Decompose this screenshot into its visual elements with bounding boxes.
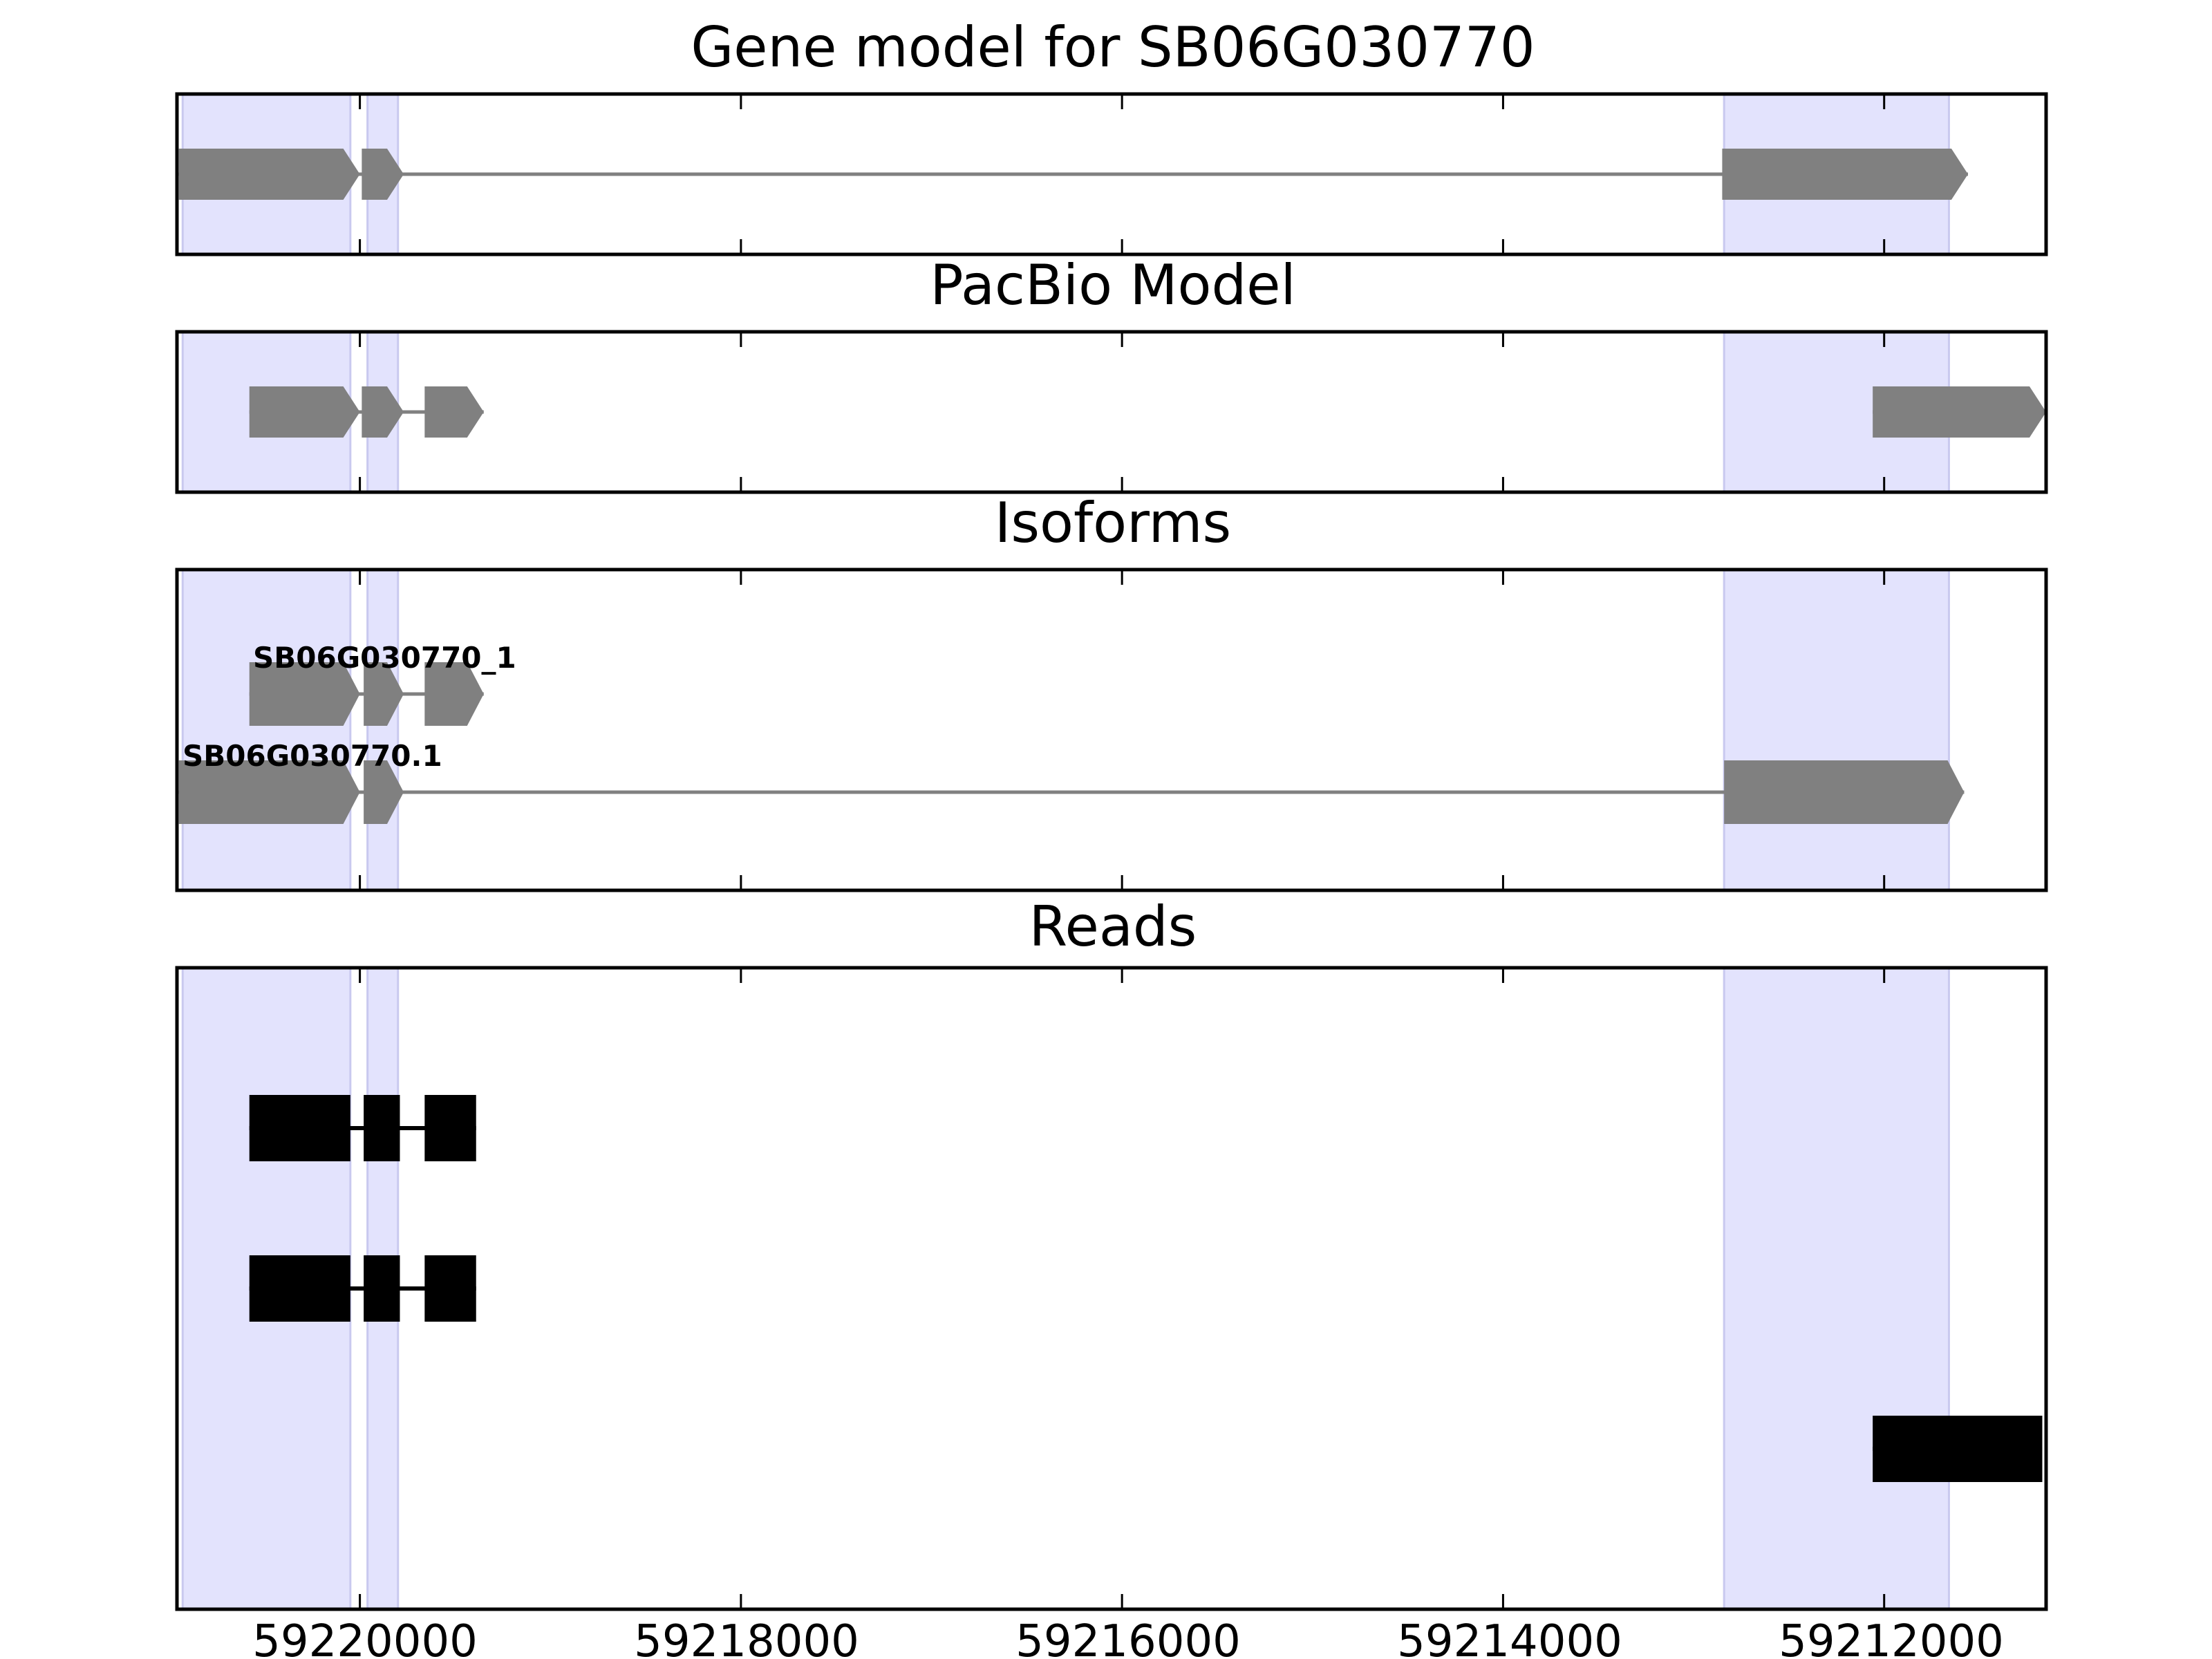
isoforms-highlight-region-1 <box>181 568 352 892</box>
x-tick-label-2: 59218000 <box>634 1616 859 1659</box>
x-axis: 59220000 59218000 59216000 59214000 5921… <box>252 1616 2004 1659</box>
reads-row-3-exon-1 <box>1873 1416 2043 1482</box>
reads-row-1-exon-2 <box>364 1095 400 1161</box>
isoforms-features <box>178 662 1965 824</box>
reads-highlight-region-3 <box>1723 966 1950 1611</box>
reads-row-2-exon-1 <box>249 1255 350 1322</box>
x-tick-label-5: 59212000 <box>1779 1616 2004 1659</box>
isoform-label-2: SB06G030770.1 <box>182 739 442 773</box>
gene-model-row-1-exon-2 <box>362 149 404 200</box>
panel-gene-model: Gene model for SB06G030770 <box>175 15 2048 256</box>
reads-row-1-exon-3 <box>424 1095 476 1161</box>
isoforms-frame <box>175 568 2048 892</box>
isoforms-row-1-exon-3 <box>424 662 484 726</box>
pacbio-row-2-exon-1 <box>1873 386 2046 438</box>
reads-features <box>249 1095 2043 1482</box>
panel-reads: Reads <box>175 894 2048 1611</box>
panel-title-isoforms: Isoforms <box>995 491 1231 555</box>
gene-model-row-1-exon-1 <box>178 149 360 200</box>
gene-model-frame <box>175 92 2048 256</box>
reads-ticks <box>359 968 1886 1609</box>
gene-model-ticks <box>359 94 1886 254</box>
gene-model-row-1-exon-3 <box>1722 149 1968 200</box>
isoforms-row-1-exon-1 <box>249 662 360 726</box>
x-tick-label-4: 59214000 <box>1397 1616 1622 1659</box>
reads-row-2-exon-3 <box>424 1255 476 1322</box>
reads-frame <box>175 966 2048 1611</box>
isoforms-row-2-exon-3 <box>1724 760 1965 824</box>
pacbio-frame <box>175 330 2048 494</box>
isoforms-row-2-exon-1 <box>178 760 360 824</box>
reads-row-2-exon-2 <box>364 1255 400 1322</box>
pacbio-row-1-exon-3 <box>424 386 484 438</box>
reads-row-1-exon-1 <box>249 1095 350 1161</box>
isoforms-row-2-exon-2 <box>364 760 404 824</box>
pacbio-row-1-exon-1 <box>249 386 360 438</box>
isoforms-ticks <box>359 570 1886 890</box>
isoforms-row-1-exon-2 <box>364 662 404 726</box>
x-tick-label-3: 59216000 <box>1015 1616 1241 1659</box>
gene-model-features <box>178 149 1968 200</box>
panel-title-gene-model: Gene model for SB06G030770 <box>691 15 1535 79</box>
pacbio-row-1-exon-2 <box>362 386 404 438</box>
x-tick-label-1: 59220000 <box>252 1616 478 1659</box>
isoform-label-1: SB06G030770_1 <box>253 641 516 675</box>
pacbio-ticks <box>359 332 1886 492</box>
panel-title-pacbio: PacBio Model <box>930 253 1295 317</box>
panel-pacbio: PacBio Model <box>175 253 2048 494</box>
panel-title-reads: Reads <box>1029 894 1197 959</box>
isoforms-highlight-region-2 <box>366 568 400 892</box>
pacbio-features <box>249 386 2046 438</box>
panel-isoforms: Isoforms SB06G030770_1 SB06G030770.1 <box>175 491 2048 892</box>
isoforms-highlight-region-3 <box>1723 568 1950 892</box>
